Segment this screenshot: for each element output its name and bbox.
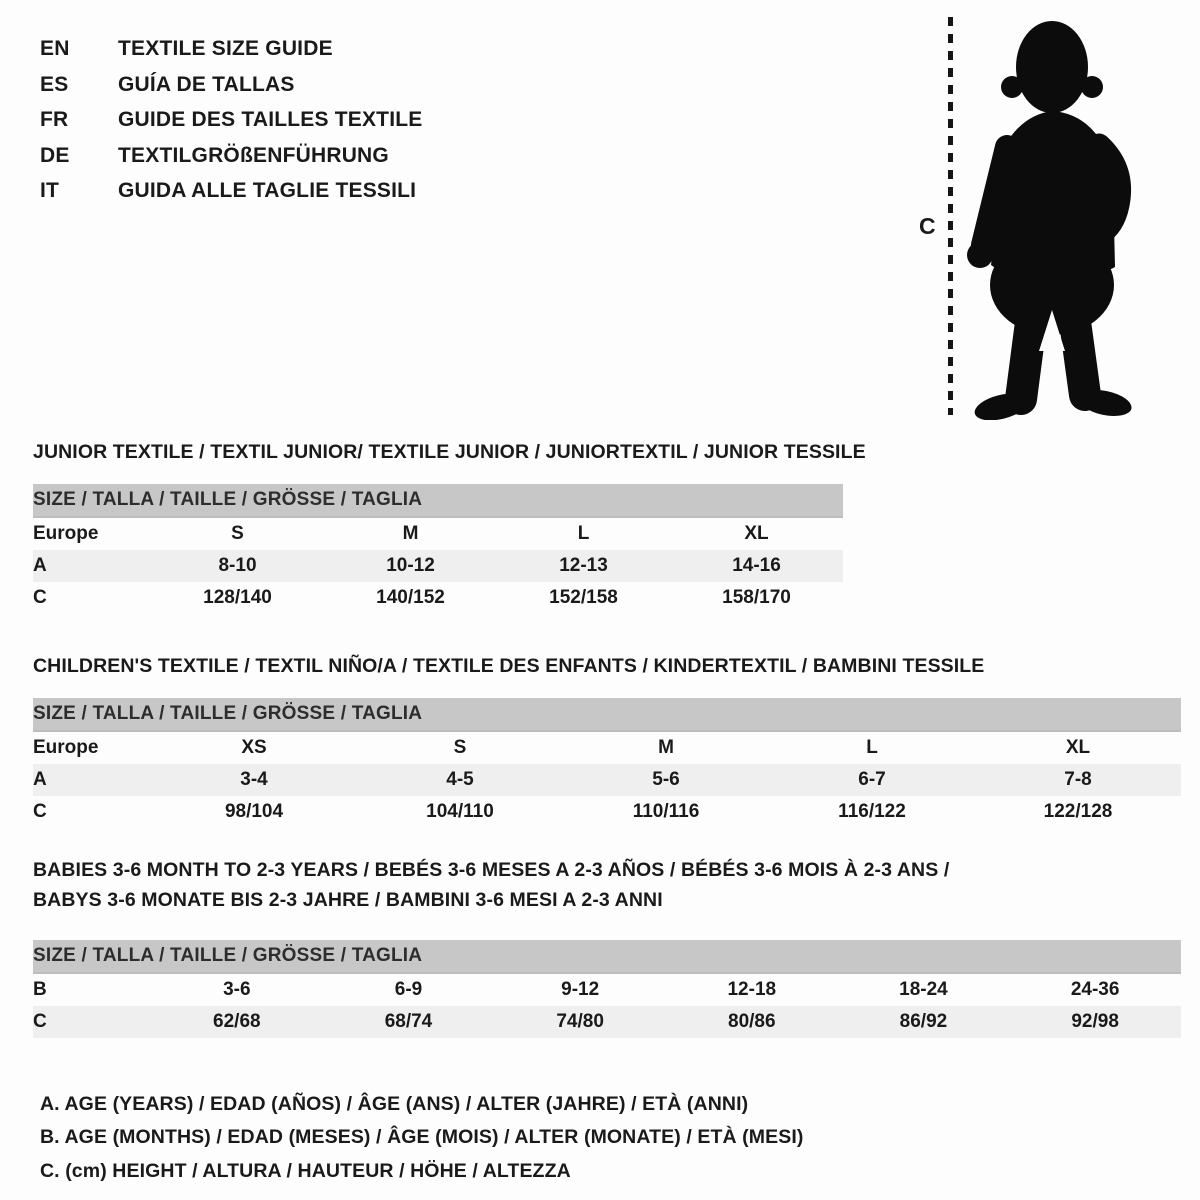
row-label: C [33,586,47,608]
row-value: S [231,522,244,544]
language-code: IT [40,179,60,202]
size-table: SIZE / TALLA / TAILLE / GRÖSSE / TAGLIA E… [33,483,843,614]
row-value: 4-5 [446,768,474,790]
row-value: XL [1065,736,1091,758]
row-value: L [866,736,878,758]
language-row: DE TEXTILGRÖßENFÜHRUNG [40,138,1180,174]
table-row: A 8-10 10-12 12-13 14-16 [33,549,843,582]
table-row: Europe XS S M L XL [33,731,1181,764]
language-row: IT GUIDA ALLE TAGLIE TESSILI [40,173,1180,209]
language-label: GUÍA DE TALLAS [118,72,295,96]
row-value: 80/86 [728,1010,776,1032]
size-guide-figure: C [905,15,1165,423]
row-value: XL [744,522,769,544]
language-code: EN [40,37,70,60]
language-row: EN TEXTILE SIZE GUIDE [40,31,1180,67]
section-children-textile: CHILDREN'S TEXTILE / TEXTIL NIÑO/A / TEX… [33,651,1181,828]
size-table-header-row: SIZE / TALLA / TAILLE / GRÖSSE / TAGLIA [33,939,1181,974]
row-value: 86/92 [899,1010,948,1032]
language-row: FR GUIDE DES TAILLES TEXTILE [40,102,1180,138]
section-title: CHILDREN'S TEXTILE / TEXTIL NIÑO/A / TEX… [33,651,1180,681]
size-table-header: SIZE / TALLA / TAILLE / GRÖSSE / TAGLIA [33,697,1181,732]
row-value: 8-10 [218,554,257,576]
section-title-line: CHILDREN'S TEXTILE / TEXTIL NIÑO/A / TEX… [33,654,985,677]
row-label: B [33,978,47,1000]
row-label: C [33,800,47,822]
row-value: 128/140 [203,586,272,608]
language-code: ES [40,72,69,96]
row-value: 7-8 [1064,768,1092,790]
section-title-line: BABIES 3-6 MONTH TO 2-3 YEARS / BEBÉS 3-… [33,858,950,881]
toddler-silhouette-icon [967,21,1132,420]
row-value: 6-7 [858,768,886,790]
row-label: Europe [33,736,99,758]
row-value: M [402,522,419,544]
row-value: 12-18 [727,978,777,1000]
section-junior-textile: JUNIOR TEXTILE / TEXTIL JUNIOR/ TEXTILE … [33,437,1180,614]
row-value: 24-36 [1070,978,1120,1000]
row-value: S [453,736,467,758]
row-value: 92/98 [1071,1010,1119,1032]
row-value: XS [241,736,267,758]
row-value: 5-6 [652,768,680,790]
row-value: 18-24 [899,978,948,1000]
row-value: 158/170 [722,586,791,608]
row-value: 6-9 [394,978,423,1000]
row-value: 74/80 [556,1010,604,1032]
table-row: C 98/104 104/110 110/116 116/122 122/128 [33,796,1181,828]
table-row: B 3-6 6-9 9-12 12-18 18-24 24-36 [33,973,1181,1006]
section-title: JUNIOR TEXTILE / TEXTIL JUNIOR/ TEXTILE … [33,437,1180,467]
row-value: 122/128 [1043,800,1113,822]
table-row: A 3-4 4-5 5-6 6-7 7-8 [33,763,1181,796]
row-value: 104/110 [426,800,494,822]
row-value: 110/116 [632,800,700,822]
row-value: 3-6 [223,978,251,1000]
size-table: SIZE / TALLA / TAILLE / GRÖSSE / TAGLIA E… [33,697,1181,828]
language-code: DE [40,143,70,167]
size-table: SIZE / TALLA / TAILLE / GRÖSSE / TAGLIA B… [33,939,1181,1038]
height-label-c: C [919,213,936,239]
language-label: GUIDE DES TAILLES TEXTILE [118,108,423,131]
table-row: C 128/140 140/152 152/158 158/170 [33,582,843,614]
language-label: TEXTILGRÖßENFÜHRUNG [118,143,389,167]
measurement-legend: A. AGE (YEARS) / EDAD (AÑOS) / ÂGE (ANS)… [33,1088,1180,1189]
height-dashed-line [948,17,953,415]
row-value: 12-13 [559,554,608,576]
row-value: 140/152 [376,586,445,608]
legend-line: A. AGE (YEARS) / EDAD (AÑOS) / ÂGE (ANS)… [40,1092,749,1115]
language-label: GUIDA ALLE TAGLIE TESSILI [118,179,417,202]
section-title: BABIES 3-6 MONTH TO 2-3 YEARS / BEBÉS 3-… [33,855,1180,915]
row-value: 14-16 [732,554,781,576]
row-value: 68/74 [384,1010,433,1032]
row-value: 62/68 [213,1010,261,1032]
row-value: 9-12 [561,978,600,1000]
row-label: A [33,768,47,790]
size-table-header: SIZE / TALLA / TAILLE / GRÖSSE / TAGLIA [33,939,1181,974]
legend-line: C. (cm) HEIGHT / ALTURA / HAUTEUR / HÖHE… [40,1159,571,1182]
row-value: 116/122 [838,800,906,822]
row-value: L [577,522,590,544]
section-babies-textile: BABIES 3-6 MONTH TO 2-3 YEARS / BEBÉS 3-… [33,855,1181,1038]
language-label: TEXTILE SIZE GUIDE [118,37,333,60]
row-value: 3-4 [240,768,268,790]
row-value: 152/158 [549,586,618,608]
size-table-header: SIZE / TALLA / TAILLE / GRÖSSE / TAGLIA [33,483,843,518]
row-label: Europe [33,522,99,544]
table-row: Europe S M L XL [33,517,843,550]
section-title-line: BABYS 3-6 MONATE BIS 2-3 JAHRE / BAMBINI… [33,888,663,911]
row-value: 10-12 [386,554,435,576]
row-value: M [658,736,674,758]
size-table-header-row: SIZE / TALLA / TAILLE / GRÖSSE / TAGLIA [33,697,1181,732]
row-value: 98/104 [224,800,284,822]
language-row: ES GUÍA DE TALLAS [40,67,1180,103]
language-code: FR [40,108,69,131]
row-label: C [33,1010,47,1032]
legend-line: B. AGE (MONTHS) / EDAD (MESES) / ÂGE (MO… [40,1126,804,1148]
section-title-line: JUNIOR TEXTILE / TEXTIL JUNIOR/ TEXTILE … [33,440,866,463]
row-label: A [33,554,47,576]
language-title-list: EN TEXTILE SIZE GUIDE ES GUÍA DE TALLAS FR GU… [33,31,1180,209]
table-row: C 62/68 68/74 74/80 80/86 86/92 92/98 [33,1005,1181,1038]
size-table-header-row: SIZE / TALLA / TAILLE / GRÖSSE / TAGLIA [33,483,843,518]
